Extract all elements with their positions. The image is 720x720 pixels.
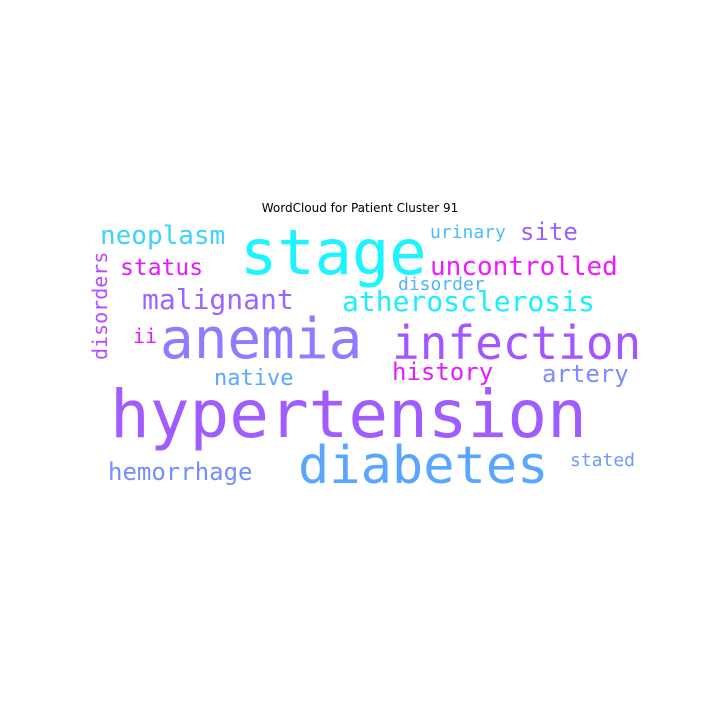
word-disorders: disorders (88, 251, 112, 360)
figure-title: WordCloud for Patient Cluster 91 (261, 201, 459, 215)
word-neoplasm: neoplasm (100, 221, 226, 251)
word-malignant: malignant (142, 283, 294, 316)
word-uncontrolled: uncontrolled (430, 252, 618, 282)
word-status: status (120, 255, 204, 281)
word-ii: ii (133, 324, 158, 348)
word-diabetes: diabetes (298, 436, 549, 496)
word-infection: infection (392, 316, 642, 370)
word-artery: artery (542, 360, 629, 388)
word-history: history (392, 358, 494, 386)
word-urinary: urinary (430, 222, 506, 243)
word-hemorrhage: hemorrhage (108, 458, 253, 486)
word-disorder: disorder (398, 274, 485, 295)
word-stage: stage (240, 216, 427, 289)
word-stated: stated (570, 450, 636, 471)
word-atherosclerosis: atherosclerosis (342, 285, 595, 318)
word-hypertension: hypertension (110, 376, 587, 453)
word-native: native (214, 366, 294, 391)
word-anemia: anemia (160, 307, 363, 372)
word-site: site (520, 218, 578, 246)
